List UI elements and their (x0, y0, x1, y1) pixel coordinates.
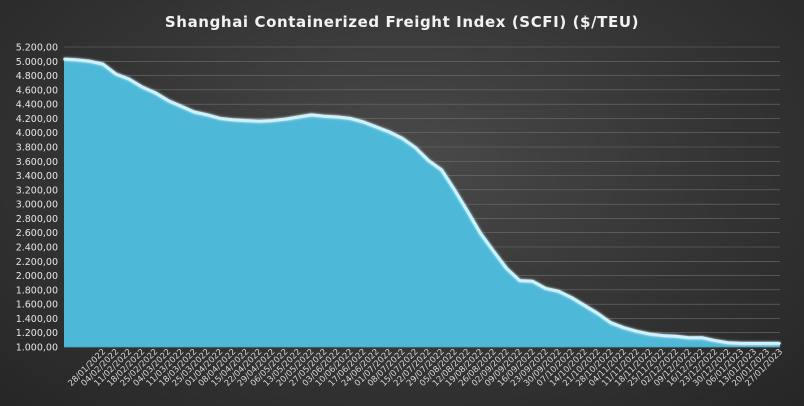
data-point (700, 336, 703, 339)
data-point (362, 121, 365, 123)
data-point (740, 342, 742, 345)
y-tick-label: 2.400,00 (16, 243, 58, 254)
data-point (661, 334, 664, 337)
y-tick-label: 4.800,00 (16, 71, 58, 82)
data-point (414, 146, 417, 149)
data-point (271, 119, 274, 122)
data-point (323, 115, 326, 118)
data-point (492, 250, 495, 253)
data-point (284, 118, 287, 121)
y-tick-label: 1.800,00 (16, 285, 58, 296)
area-series (63, 57, 781, 347)
data-point (154, 91, 157, 94)
data-point (544, 287, 547, 290)
data-point (310, 113, 313, 116)
y-tick-label: 1.000,00 (16, 343, 58, 354)
data-point (180, 105, 183, 108)
data-point (141, 86, 144, 88)
data-point (128, 78, 130, 81)
data-point (89, 60, 91, 63)
data-point (167, 99, 170, 102)
y-axis: 1.000,00 1.200,00 1.400,00 1.600,00 1.800,00… (16, 43, 58, 354)
y-tick-label: 3.800,00 (16, 143, 58, 154)
data-point (336, 116, 339, 118)
data-point (427, 159, 430, 162)
data-point (102, 63, 104, 66)
y-tick-label: 2.000,00 (16, 271, 58, 282)
y-tick-label: 3.400,00 (16, 171, 58, 182)
data-point (531, 280, 534, 283)
data-point (622, 326, 625, 329)
data-point (388, 131, 391, 133)
y-tick-label: 1.600,00 (16, 300, 58, 311)
data-point (206, 113, 209, 116)
data-point (687, 336, 690, 339)
data-point (115, 73, 117, 76)
data-point (453, 188, 456, 191)
data-point (349, 117, 352, 120)
data-point (635, 330, 638, 333)
data-point (63, 58, 65, 61)
y-tick-label: 2.600,00 (16, 228, 58, 239)
data-point (76, 58, 78, 61)
data-point (375, 126, 378, 128)
data-point (674, 335, 677, 338)
y-tick-label: 2.200,00 (16, 257, 58, 268)
data-point (219, 117, 222, 120)
x-axis: 28/01/202204/02/202211/02/202218/02/2022… (64, 346, 785, 389)
data-point (557, 290, 560, 293)
area-fill (64, 59, 780, 347)
data-point (753, 342, 755, 345)
data-point (297, 116, 300, 118)
data-point (609, 321, 612, 324)
data-point (505, 267, 508, 270)
data-point (779, 342, 781, 345)
data-point (570, 296, 573, 299)
y-tick-label: 4.200,00 (16, 114, 58, 125)
y-tick-label: 3.600,00 (16, 157, 58, 168)
data-point (232, 118, 235, 121)
data-point (518, 279, 521, 282)
data-point (596, 312, 599, 315)
series-line (63, 57, 780, 345)
data-point (440, 168, 443, 171)
chart-title: Shanghai Containerized Freight Index (SC… (165, 13, 639, 31)
data-point (648, 333, 651, 336)
y-tick-label: 4.000,00 (16, 128, 58, 139)
data-point (401, 137, 404, 140)
data-point (766, 342, 768, 345)
data-point (714, 339, 716, 342)
y-tick-label: 4.400,00 (16, 100, 58, 111)
y-tick-label: 3.000,00 (16, 200, 58, 211)
data-point (466, 210, 469, 213)
data-point (193, 111, 196, 113)
data-point (583, 304, 586, 307)
y-tick-label: 5.200,00 (16, 43, 58, 54)
y-tick-label: 1.200,00 (16, 328, 58, 339)
data-point (258, 120, 261, 123)
data-point (727, 341, 729, 344)
data-point (245, 119, 248, 122)
data-point (479, 232, 482, 235)
y-tick-label: 2.800,00 (16, 214, 58, 225)
y-tick-label: 1.400,00 (16, 314, 58, 325)
y-tick-label: 5.000,00 (16, 57, 58, 68)
y-tick-label: 3.200,00 (16, 185, 58, 196)
y-tick-label: 4.600,00 (16, 85, 58, 96)
